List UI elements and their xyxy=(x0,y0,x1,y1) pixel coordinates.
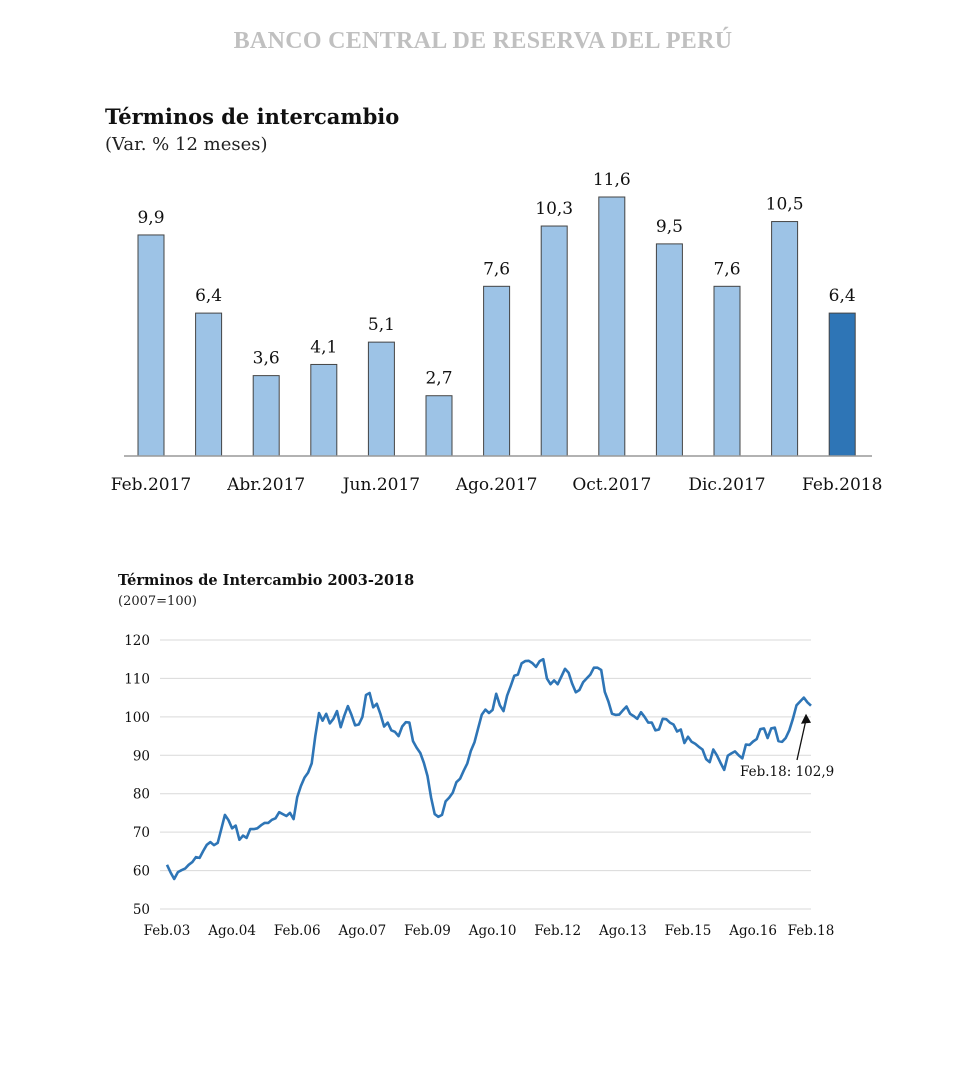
line-chart-title: Términos de Intercambio 2003-2018 xyxy=(118,572,415,589)
x-tick-label: Feb.12 xyxy=(534,923,581,939)
y-tick-label: 120 xyxy=(124,633,150,649)
bar-data-label: 9,5 xyxy=(656,217,683,237)
bar-Oct.2017 xyxy=(598,196,626,457)
x-tick-label: Feb.15 xyxy=(665,923,712,939)
x-tick-label: Feb.03 xyxy=(144,923,191,939)
y-tick-label: 90 xyxy=(133,748,150,764)
annotation-arrow xyxy=(796,719,807,761)
x-tick-label: Ago.16 xyxy=(728,923,777,939)
annotation-arrowhead xyxy=(801,713,811,724)
bar-Feb.2017 xyxy=(137,234,165,457)
x-tick-label: Feb.06 xyxy=(274,923,321,939)
bar-Feb.2018 xyxy=(828,312,856,457)
x-tick-label: Feb.09 xyxy=(404,923,451,939)
bar-Ene.2018 xyxy=(771,221,799,457)
y-tick-label: 70 xyxy=(133,825,150,841)
bar-data-label: 7,6 xyxy=(483,259,510,279)
bar-tick-label: Ago.2017 xyxy=(455,475,538,495)
x-tick-label: Ago.13 xyxy=(598,923,647,939)
bar-tick-label: Feb.2018 xyxy=(802,475,882,495)
bar-chart-title: Términos de intercambio xyxy=(105,104,400,129)
bar-data-labels: 9,9 6,4 3,6 4,1 5,1 2,7 7,6 10,3 11,6 9,5 7,6 10,5 6… xyxy=(137,170,855,389)
line-annotation: Feb.18: 102,9 xyxy=(740,713,834,780)
y-tick-label: 60 xyxy=(133,864,150,880)
bar-chart-subtitle: (Var. % 12 meses) xyxy=(105,134,268,155)
bar-data-label: 6,4 xyxy=(195,286,222,306)
bar-data-label: 4,1 xyxy=(310,337,337,357)
bar-tick-label: Abr.2017 xyxy=(226,475,305,495)
x-tick-label: Ago.07 xyxy=(337,923,386,939)
annotation-label: Feb.18: 102,9 xyxy=(740,764,834,780)
bar-Abr.2017 xyxy=(252,375,280,457)
y-tick-label: 110 xyxy=(124,671,150,687)
bar-Dic.2017 xyxy=(713,285,741,457)
bar-tick-label: Feb.2017 xyxy=(111,475,191,495)
bar-tick-label: Dic.2017 xyxy=(688,475,765,495)
line-y-tick-labels: 50 60 70 80 90 100 110 120 xyxy=(124,633,150,918)
x-tick-label: Ago.10 xyxy=(468,923,517,939)
bar-Mar.2017 xyxy=(195,312,223,457)
y-tick-label: 50 xyxy=(133,902,150,918)
bar-chart: 9,9 6,4 3,6 4,1 5,1 2,7 7,6 10,3 11,6 9,5 7,6 10,5 6… xyxy=(111,170,883,495)
bar-Set.2017 xyxy=(540,225,568,457)
line-chart: 50 60 70 80 90 100 110 120 Feb.03 Ago.04 Feb.06 Ag… xyxy=(124,633,835,939)
line-gridlines xyxy=(160,639,811,910)
bar-marks xyxy=(137,196,856,457)
bar-data-label: 10,5 xyxy=(766,195,804,215)
bar-data-label: 11,6 xyxy=(593,170,631,190)
line-chart-subtitle: (2007=100) xyxy=(118,594,197,609)
bar-data-label: 5,1 xyxy=(368,315,395,335)
bar-tick-label: Oct.2017 xyxy=(572,475,651,495)
y-tick-label: 80 xyxy=(133,787,150,803)
bar-data-label: 10,3 xyxy=(535,199,573,219)
bar-Jun.2017 xyxy=(367,341,395,457)
bar-tick-labels: Feb.2017 Abr.2017 Jun.2017 Ago.2017 Oct.2017… xyxy=(111,475,883,495)
bar-data-label: 7,6 xyxy=(713,259,740,279)
bar-data-label: 6,4 xyxy=(829,286,856,306)
bar-tick-label: Jun.2017 xyxy=(341,475,420,495)
line-x-tick-labels: Feb.03 Ago.04 Feb.06 Ago.07 Feb.09 Ago.10 Feb.… xyxy=(144,923,835,939)
x-tick-label: Ago.04 xyxy=(207,923,256,939)
bar-Nov.2017 xyxy=(655,243,683,457)
line-series xyxy=(165,657,812,881)
bar-data-label: 3,6 xyxy=(253,349,280,369)
x-tick-label: Feb.18 xyxy=(788,923,835,939)
bar-data-label: 9,9 xyxy=(137,208,164,228)
bar-data-label: 2,7 xyxy=(425,369,452,389)
header-title: BANCO CENTRAL DE RESERVA DEL PERÚ xyxy=(233,28,733,54)
y-tick-label: 100 xyxy=(124,710,150,726)
